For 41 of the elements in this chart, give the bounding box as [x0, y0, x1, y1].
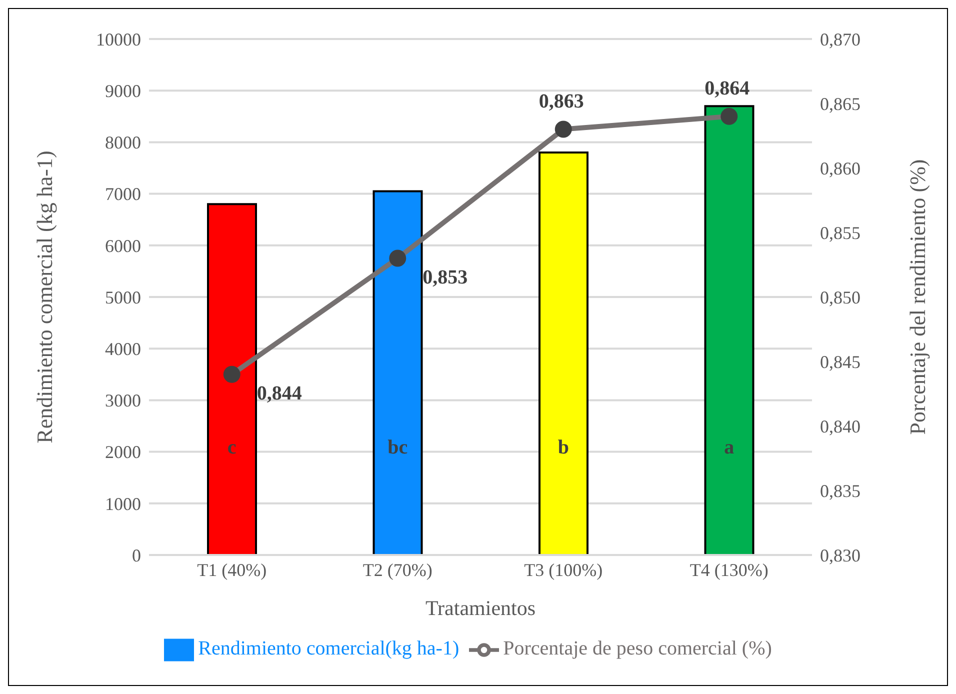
- data-label: 0,864: [704, 77, 750, 100]
- y2-tick-label: 0,870: [820, 29, 860, 50]
- y-tick-label: 9000: [105, 80, 141, 101]
- x-axis-title: Tratamientos: [425, 596, 536, 620]
- data-label: 0,853: [422, 266, 468, 288]
- bar: [207, 203, 257, 555]
- annotation: c: [227, 436, 236, 459]
- y-tick-label: 2000: [105, 442, 141, 462]
- y-tick-label: 5000: [105, 287, 141, 308]
- y2-tick-label: 0,835: [820, 480, 860, 501]
- y-tick-label: 1000: [105, 494, 141, 514]
- y2-axis-title: Porcentaje del rendimiento (%): [904, 159, 930, 435]
- data-label: 0,844: [256, 382, 302, 404]
- y-tick-label: 0: [132, 545, 141, 566]
- y2-tick-label: 0,860: [820, 158, 860, 178]
- y-tick-label: 3000: [105, 390, 141, 411]
- legend-label: Rendimiento comercial(kg ha-1): [198, 638, 460, 660]
- y2-tick-label: 0,830: [820, 545, 860, 566]
- y2-tick-label: 0,845: [820, 352, 860, 372]
- bar: [372, 190, 423, 555]
- x-tick-label: T2 (70%): [362, 560, 432, 580]
- y2-tick-label: 0,855: [820, 222, 860, 243]
- annotation: b: [558, 436, 569, 459]
- annotation: a: [724, 436, 734, 459]
- y-tick-label: 4000: [105, 338, 141, 359]
- y-tick-label: 10000: [96, 29, 141, 50]
- bar: [538, 152, 588, 555]
- x-tick-label: T4 (130%): [690, 560, 768, 580]
- y-tick-label: 6000: [105, 236, 141, 256]
- y-axis-title: Rendimiento comercial (kg ha-1): [32, 150, 57, 444]
- y2-tick-label: 0,850: [820, 287, 860, 308]
- y2-tick-label: 0,840: [820, 416, 860, 436]
- y-tick-label: 7000: [105, 184, 141, 204]
- data-label: 0,863: [538, 90, 584, 112]
- annotation: bc: [388, 436, 408, 459]
- x-tick-label: T3 (100%): [524, 560, 603, 580]
- legend-label: Porcentaje de peso comercial (%): [503, 638, 772, 660]
- y-tick-label: 8000: [105, 132, 141, 153]
- y2-tick-label: 0,865: [820, 94, 860, 114]
- x-tick-label: T1 (40%): [197, 560, 267, 580]
- bar: [704, 105, 754, 555]
